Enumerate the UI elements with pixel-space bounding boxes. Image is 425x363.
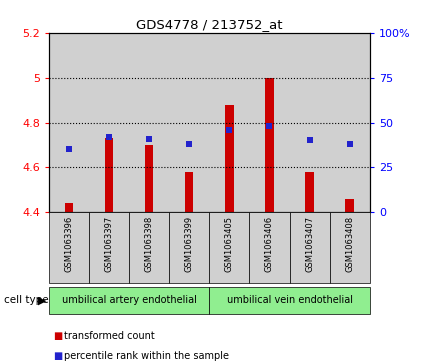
Point bbox=[186, 141, 193, 147]
Text: GSM1063408: GSM1063408 bbox=[345, 216, 354, 272]
Point bbox=[346, 141, 353, 147]
Bar bbox=[289, 33, 330, 212]
Text: GSM1063407: GSM1063407 bbox=[305, 216, 314, 272]
Text: ■: ■ bbox=[53, 331, 62, 341]
Point bbox=[146, 136, 153, 142]
Text: GSM1063405: GSM1063405 bbox=[225, 216, 234, 272]
Bar bbox=[306, 172, 314, 212]
Bar bbox=[65, 203, 73, 212]
Bar bbox=[49, 33, 89, 212]
Text: GSM1063396: GSM1063396 bbox=[65, 216, 74, 272]
Text: GSM1063406: GSM1063406 bbox=[265, 216, 274, 272]
Bar bbox=[185, 172, 193, 212]
Bar bbox=[145, 145, 153, 212]
Text: umbilical artery endothelial: umbilical artery endothelial bbox=[62, 295, 196, 305]
Text: percentile rank within the sample: percentile rank within the sample bbox=[64, 351, 229, 361]
Bar bbox=[89, 33, 129, 212]
Title: GDS4778 / 213752_at: GDS4778 / 213752_at bbox=[136, 19, 283, 32]
Bar bbox=[105, 138, 113, 212]
Bar bbox=[225, 105, 234, 212]
Text: cell type: cell type bbox=[4, 295, 49, 305]
Text: GSM1063397: GSM1063397 bbox=[105, 216, 113, 272]
Text: GSM1063399: GSM1063399 bbox=[185, 216, 194, 272]
Bar bbox=[169, 33, 209, 212]
Point bbox=[226, 127, 233, 132]
Point bbox=[306, 138, 313, 143]
Point bbox=[266, 123, 273, 129]
Bar bbox=[265, 78, 274, 212]
Bar bbox=[209, 33, 249, 212]
Bar bbox=[330, 33, 370, 212]
Text: GSM1063398: GSM1063398 bbox=[144, 216, 154, 272]
Text: ▶: ▶ bbox=[38, 295, 47, 305]
Point bbox=[65, 147, 72, 152]
Bar bbox=[129, 33, 169, 212]
Text: transformed count: transformed count bbox=[64, 331, 155, 341]
Text: umbilical vein endothelial: umbilical vein endothelial bbox=[227, 295, 352, 305]
Point bbox=[106, 134, 113, 140]
Bar bbox=[249, 33, 289, 212]
Text: ■: ■ bbox=[53, 351, 62, 361]
Bar bbox=[346, 199, 354, 212]
